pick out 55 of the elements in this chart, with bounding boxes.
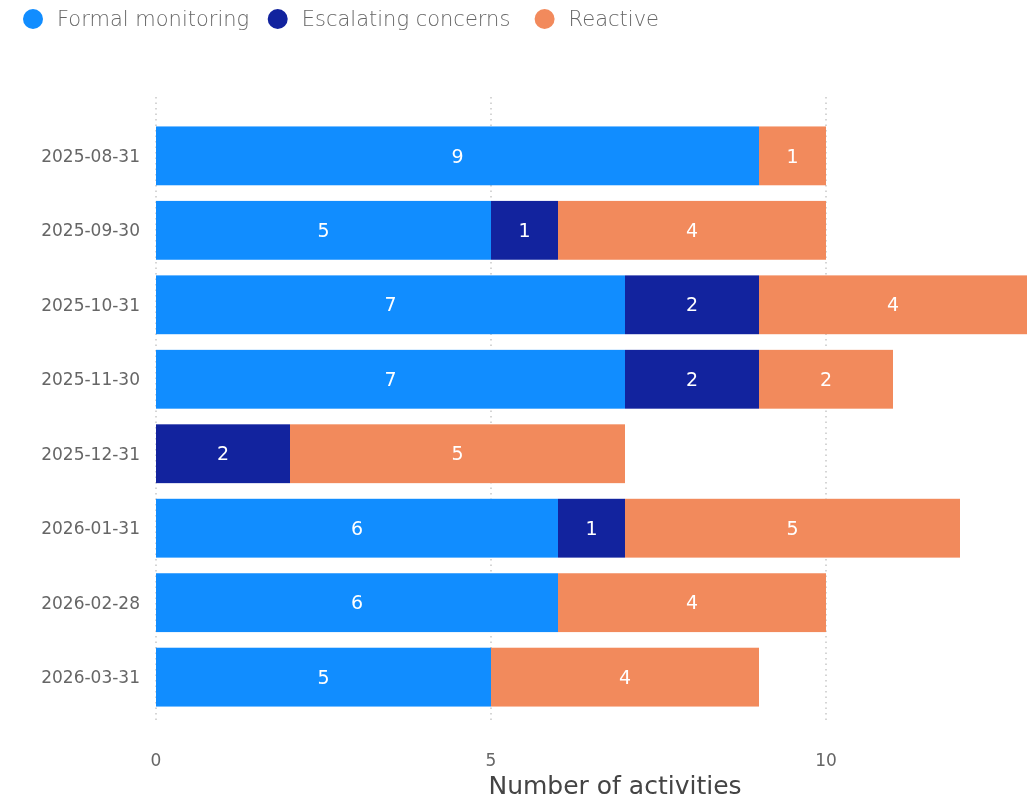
y-tick-label: 2025-10-31: [41, 294, 140, 315]
bar: [156, 647, 491, 707]
data-label: 2: [819, 367, 833, 390]
bar: [625, 498, 960, 558]
x-tick-label: 5: [485, 749, 497, 770]
bar: [290, 424, 625, 484]
data-label: 4: [886, 293, 900, 316]
data-label: 1: [786, 144, 799, 167]
data-label: 1: [518, 218, 531, 241]
bar: [156, 275, 625, 335]
data-label: 4: [618, 665, 632, 688]
y-tick-label: 2025-08-31: [41, 145, 140, 166]
legend-label: Reactive: [568, 7, 660, 32]
data-label: 5: [317, 665, 330, 688]
bar: [558, 573, 826, 633]
data-label: 5: [317, 218, 330, 241]
y-tick-label: 2025-11-30: [41, 369, 140, 390]
y-tick-label: 2025-09-30: [41, 220, 140, 241]
bar: [759, 126, 826, 186]
x-tick-label: 0: [150, 749, 162, 770]
x-axis-title: Number of activities: [488, 770, 742, 800]
data-label: 7: [384, 367, 397, 390]
bar: [759, 349, 893, 409]
legend-label: Formal monitoring: [57, 7, 250, 32]
bar: [156, 349, 625, 409]
bar: [156, 573, 558, 633]
y-tick-label: 2026-03-31: [41, 667, 140, 688]
y-tick-label: 2026-01-31: [41, 518, 140, 539]
bar: [156, 200, 491, 260]
data-label: 4: [685, 218, 699, 241]
bar: [558, 498, 625, 558]
x-tick-label: 10: [815, 749, 837, 770]
legend-label: Escalating concerns: [301, 7, 511, 32]
bar: [625, 349, 759, 409]
data-label: 2: [685, 367, 699, 390]
data-label: 5: [451, 442, 464, 465]
bar: [156, 126, 759, 186]
bar: [156, 424, 290, 484]
bar: [759, 275, 1027, 335]
bar: [625, 275, 759, 335]
data-label: 2: [685, 293, 699, 316]
y-tick-label: 2026-02-28: [41, 592, 140, 613]
data-label: 1: [585, 516, 598, 539]
bar: [491, 200, 558, 260]
data-label: 9: [451, 144, 464, 167]
data-label: 4: [685, 591, 699, 614]
data-label: 2: [216, 442, 230, 465]
bar: [156, 498, 558, 558]
data-label: 5: [786, 516, 799, 539]
data-label: 6: [350, 516, 364, 539]
data-label: 6: [350, 591, 364, 614]
y-tick-label: 2025-12-31: [41, 443, 140, 464]
bar: [491, 647, 759, 707]
data-label: 7: [384, 293, 397, 316]
bar: [558, 200, 826, 260]
